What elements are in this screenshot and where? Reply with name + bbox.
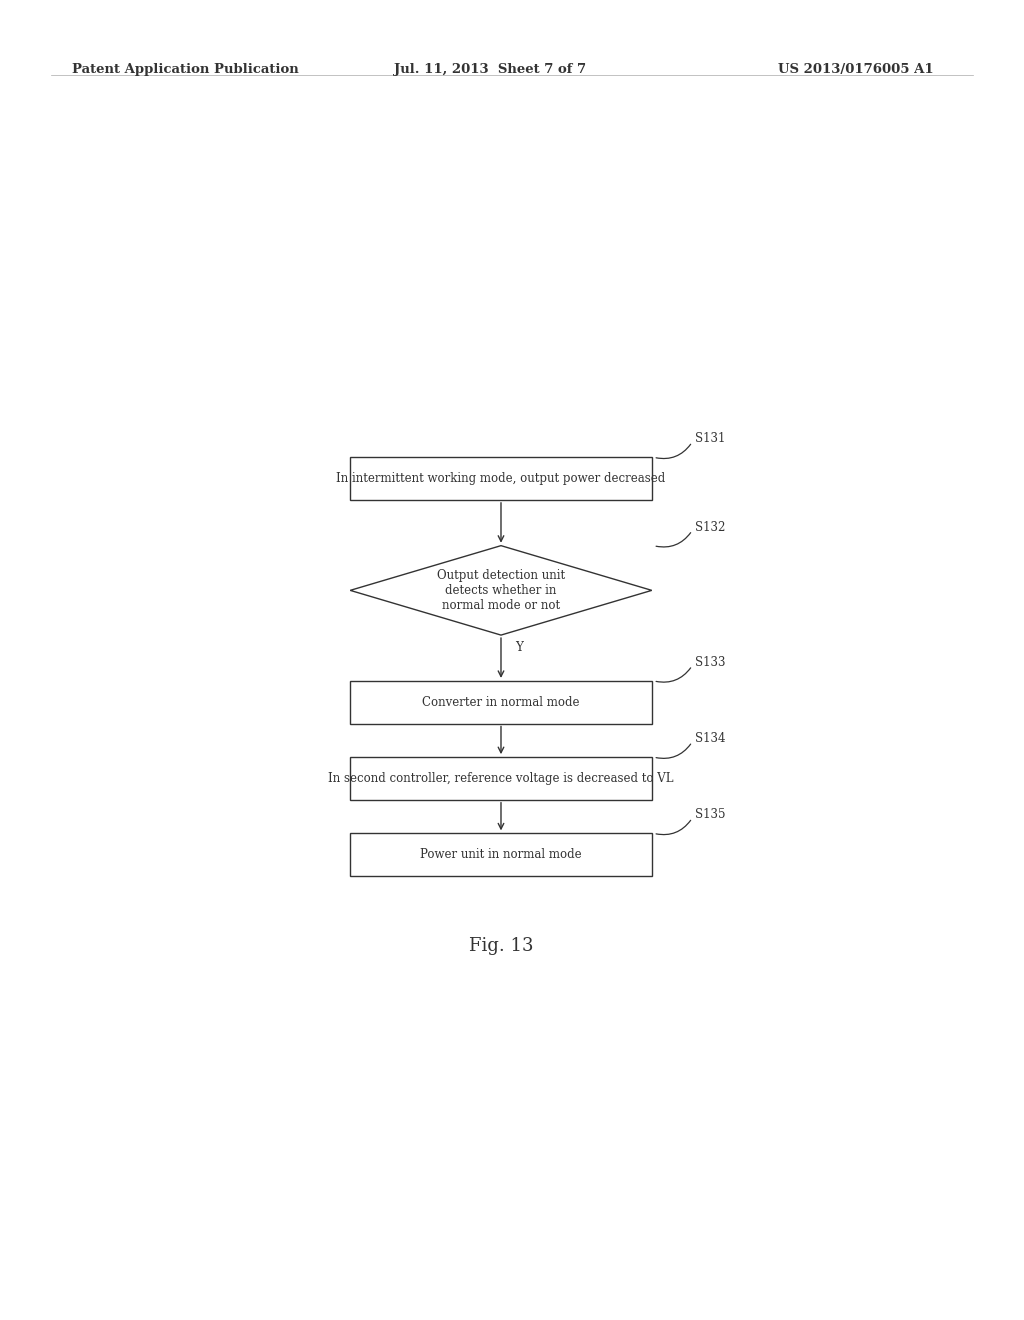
Text: S133: S133 [695,656,726,669]
Text: US 2013/0176005 A1: US 2013/0176005 A1 [778,63,934,77]
Polygon shape [350,545,651,635]
Text: Output detection unit
detects whether in
normal mode or not: Output detection unit detects whether in… [437,569,565,612]
Text: In intermittent working mode, output power decreased: In intermittent working mode, output pow… [336,473,666,484]
FancyBboxPatch shape [350,681,651,723]
Text: Converter in normal mode: Converter in normal mode [422,696,580,709]
Text: S131: S131 [695,433,726,445]
Text: S134: S134 [695,733,726,746]
Text: S132: S132 [695,521,726,533]
FancyBboxPatch shape [350,833,651,876]
FancyBboxPatch shape [350,758,651,800]
Text: Patent Application Publication: Patent Application Publication [72,63,298,77]
Text: Power unit in normal mode: Power unit in normal mode [420,849,582,861]
Text: Y: Y [515,642,523,655]
Text: Jul. 11, 2013  Sheet 7 of 7: Jul. 11, 2013 Sheet 7 of 7 [394,63,587,77]
Text: Fig. 13: Fig. 13 [469,937,534,956]
Text: S135: S135 [695,808,726,821]
Text: In second controller, reference voltage is decreased to VL: In second controller, reference voltage … [329,772,674,785]
FancyBboxPatch shape [350,457,651,500]
